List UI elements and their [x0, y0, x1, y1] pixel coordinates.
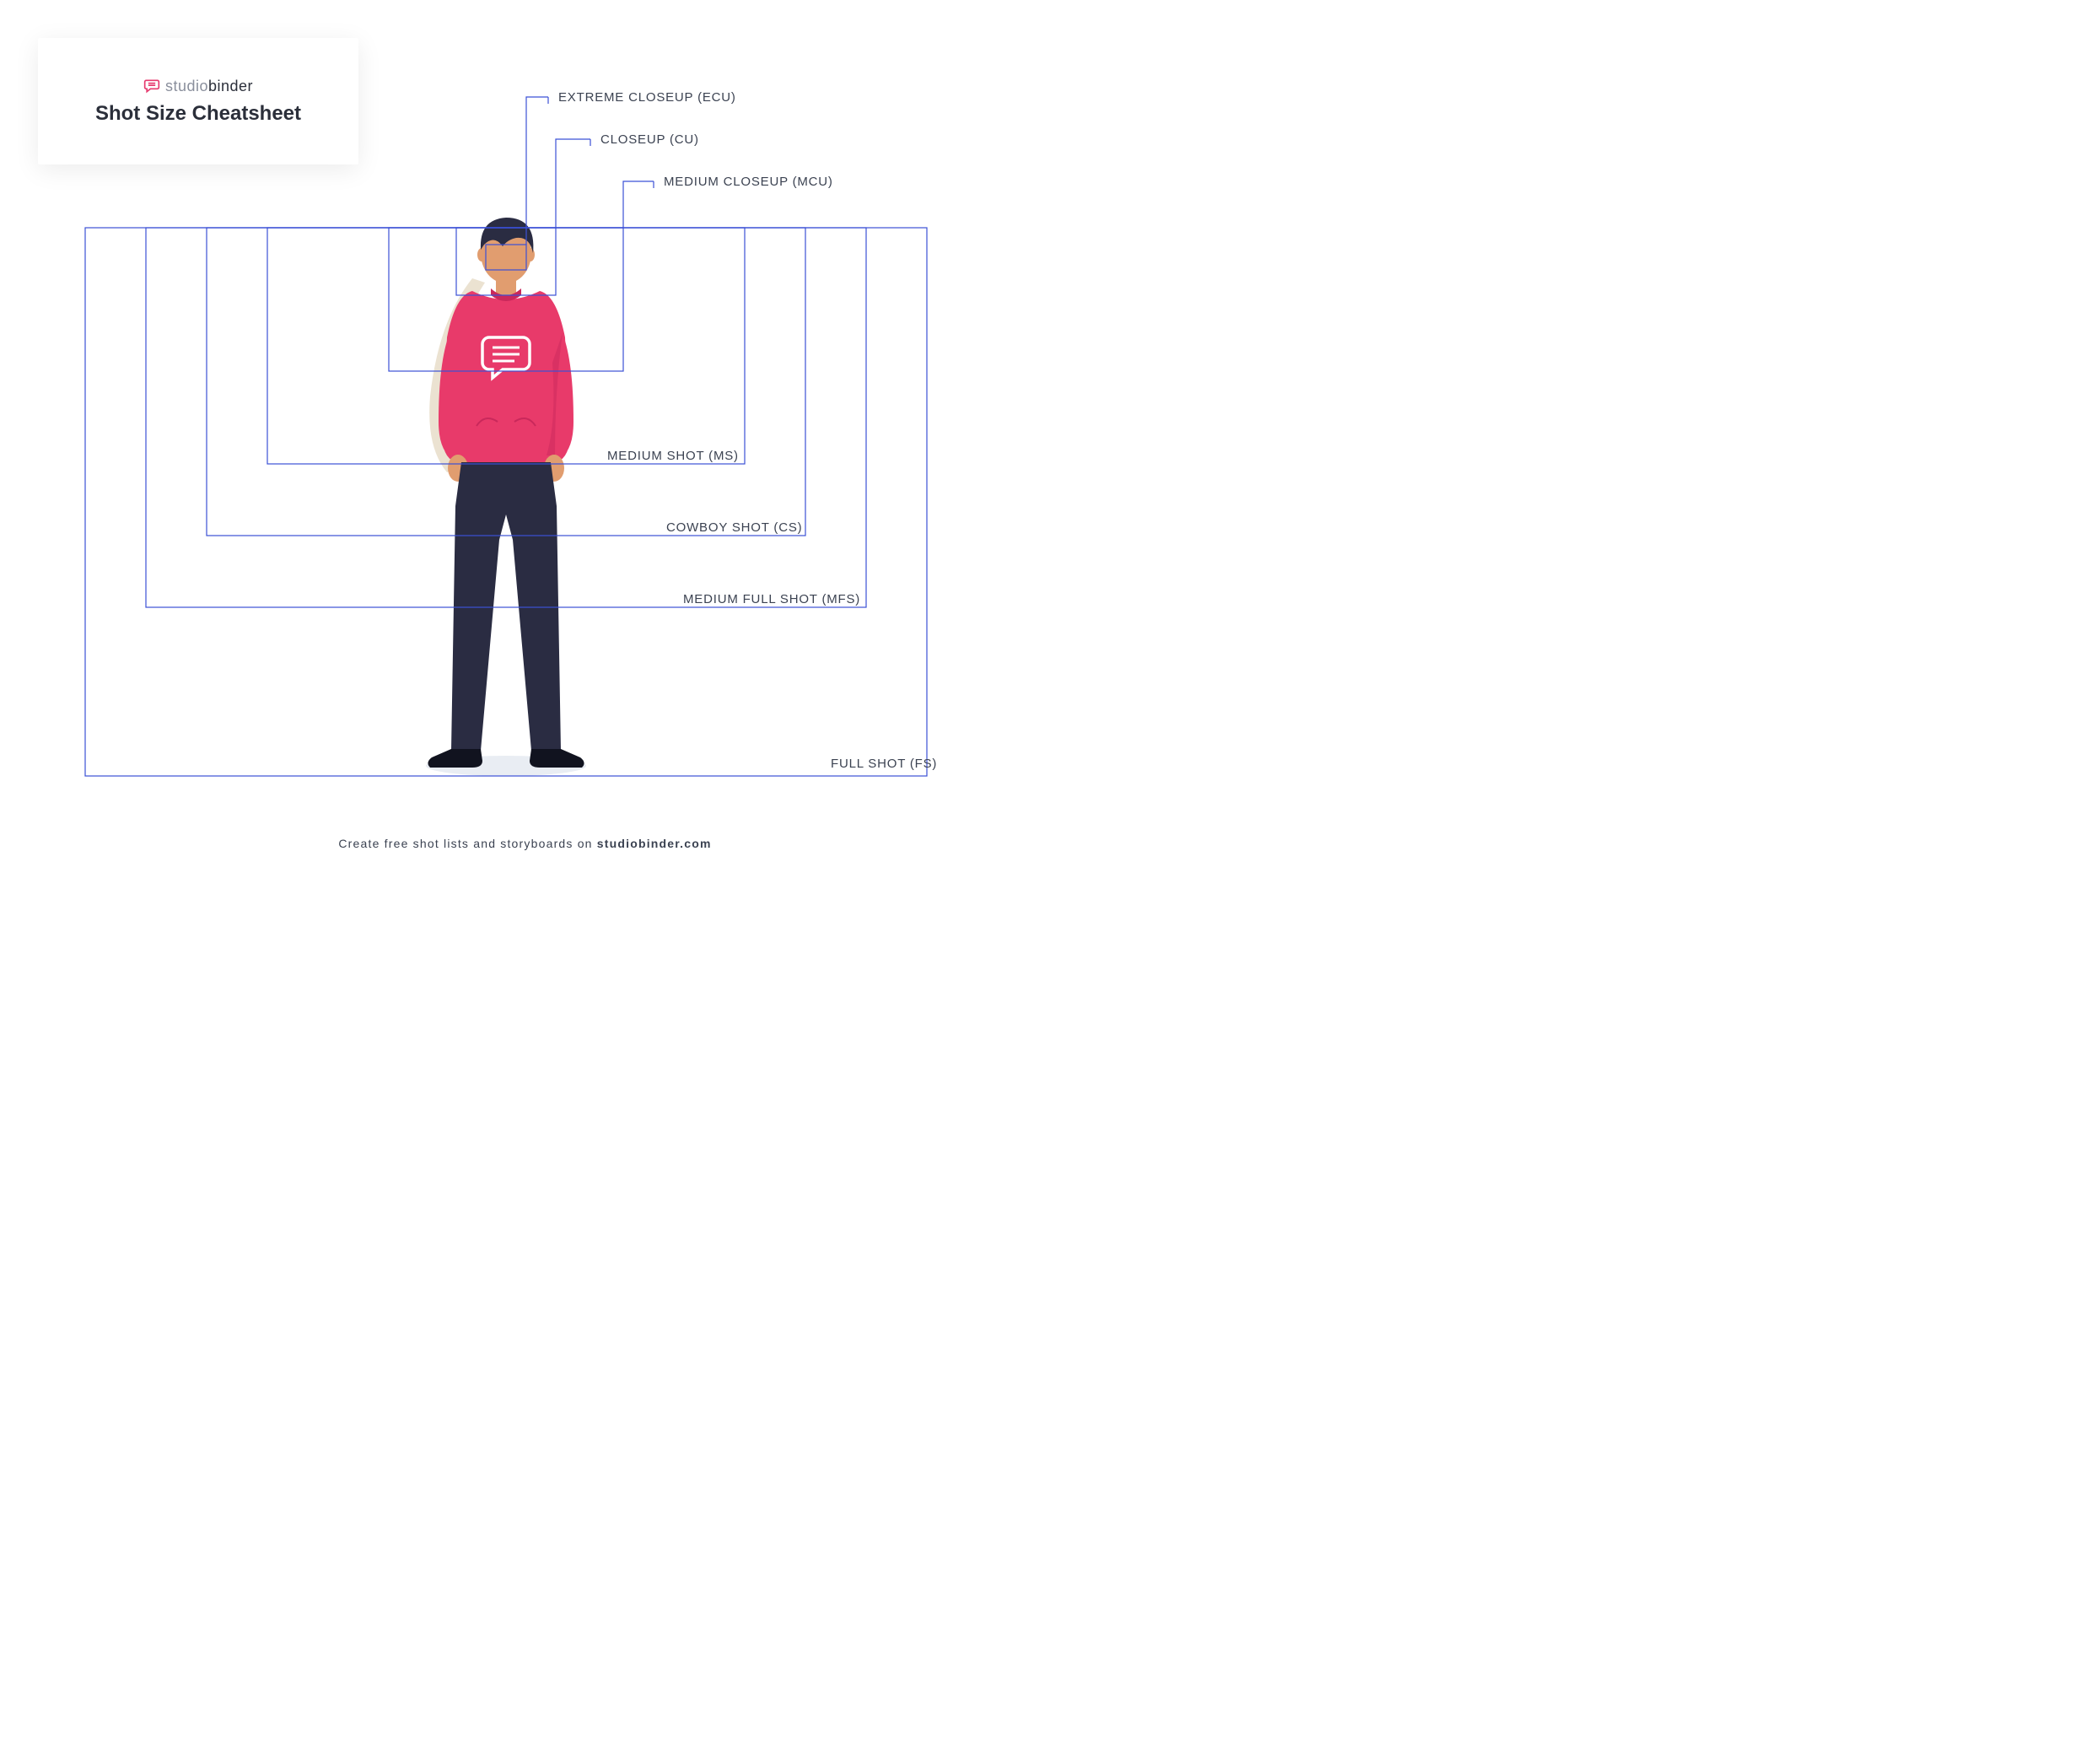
shot-labels: EXTREME CLOSEUP (ECU) CLOSEUP (CU) MEDIUM …: [558, 90, 937, 771]
ear-left: [477, 248, 486, 261]
label-cu: CLOSEUP (CU): [600, 132, 699, 147]
shoe-left: [428, 749, 482, 768]
person-figure: [428, 218, 584, 768]
shot-size-diagram: EXTREME CLOSEUP (ECU) CLOSEUP (CU) MEDIUM …: [0, 0, 1050, 876]
label-mfs: MEDIUM FULL SHOT (MFS): [683, 592, 860, 606]
label-mcu: MEDIUM CLOSEUP (MCU): [664, 175, 833, 189]
leader-mcu: [623, 181, 654, 228]
footer-text: Create free shot lists and storyboards o…: [0, 837, 1050, 850]
label-fs: FULL SHOT (FS): [831, 757, 937, 771]
leader-ecu: [526, 97, 548, 245]
shirt: [443, 291, 569, 464]
leader-cu: [556, 139, 590, 228]
pants: [451, 462, 561, 751]
label-ecu: EXTREME CLOSEUP (ECU): [558, 90, 736, 105]
label-cs: COWBOY SHOT (CS): [666, 520, 802, 535]
footer-link: studiobinder.com: [597, 837, 712, 850]
shoe-right: [530, 749, 584, 768]
footer-prefix: Create free shot lists and storyboards o…: [338, 837, 596, 850]
ear-right: [526, 248, 535, 261]
label-ms: MEDIUM SHOT (MS): [607, 449, 739, 463]
